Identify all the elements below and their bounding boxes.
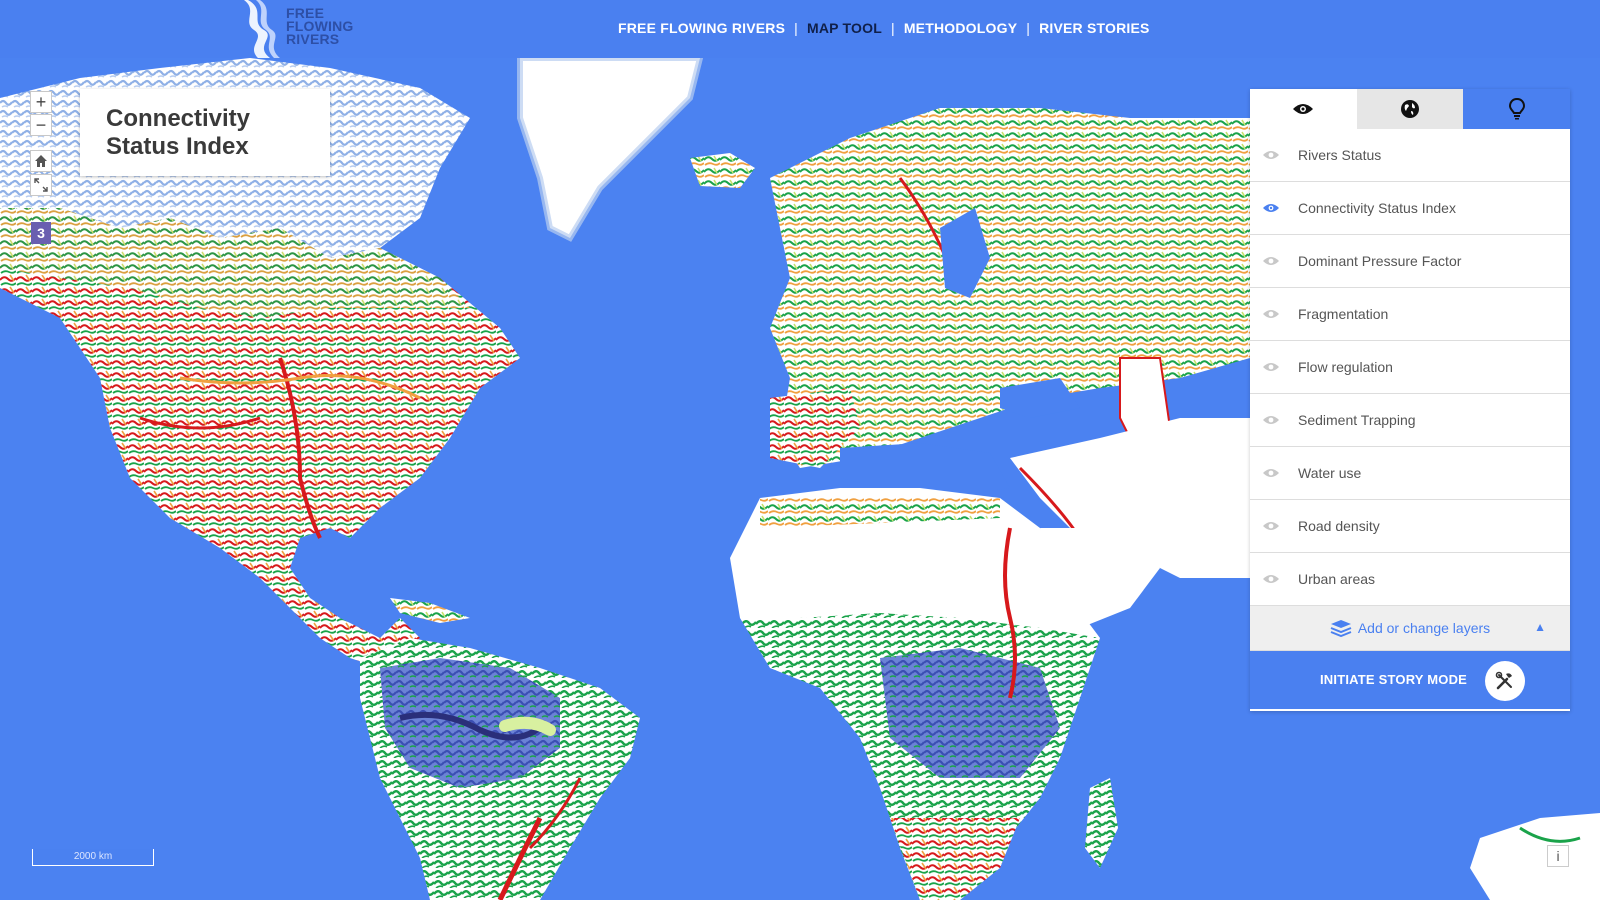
logo-text: FREE FLOWING RIVERS — [286, 5, 354, 47]
zoom-in-button[interactable]: + — [30, 91, 52, 113]
nav-separator: | — [794, 20, 798, 36]
scale-bar: 2000 km — [32, 849, 154, 866]
free-flowing-rivers-logo[interactable]: FREE FLOWING RIVERS — [244, 0, 374, 58]
baltic-sea — [940, 208, 990, 298]
caribbean-islands — [390, 598, 470, 623]
australia-rivers — [1519, 826, 1581, 843]
layer-label: Sediment Trapping — [1298, 412, 1416, 428]
layer-panel: Rivers Status Connectivity Status Index … — [1250, 89, 1571, 711]
eye-icon[interactable] — [1262, 308, 1282, 320]
layer-title: Connectivity Status Index — [106, 105, 251, 160]
logo-line-flowing: FLOWING — [286, 18, 354, 34]
layer-title-card: Connectivity Status Index — [80, 89, 330, 176]
mediterranean — [840, 443, 1010, 498]
info-button[interactable]: i — [1547, 845, 1569, 867]
nile-river — [1003, 527, 1017, 699]
nav-map-tool[interactable]: MAP TOOL — [806, 20, 882, 36]
amazon-highlight — [499, 716, 556, 736]
layer-label: Connectivity Status Index — [1298, 200, 1456, 216]
eye-icon[interactable] — [1262, 467, 1282, 479]
eye-icon[interactable] — [1262, 202, 1282, 214]
mississippi-river — [278, 357, 322, 539]
iberia — [770, 388, 860, 468]
home-icon — [35, 155, 47, 167]
zoom-out-button[interactable]: − — [30, 114, 52, 136]
parana-river — [497, 816, 543, 900]
main-nav: FREE FLOWING RIVERS | MAP TOOL | METHODO… — [618, 20, 1150, 36]
na-river-red — [139, 416, 261, 430]
top-navigation-bar: FREE FLOWING RIVERS FREE FLOWING RIVERS … — [0, 0, 1600, 58]
middle-east — [1010, 418, 1250, 578]
story-mode-label: INITIATE STORY MODE — [1320, 672, 1468, 687]
iceland — [690, 153, 755, 188]
expand-icon — [34, 178, 48, 192]
layer-item-sediment-trapping[interactable]: Sediment Trapping — [1250, 394, 1570, 447]
layer-label: Water use — [1298, 465, 1362, 481]
logo-line-free: FREE — [286, 5, 325, 21]
zoom-level-badge: 3 — [31, 222, 51, 244]
nav-free-flowing-rivers[interactable]: FREE FLOWING RIVERS — [618, 20, 786, 36]
tab-globe[interactable] — [1356, 89, 1464, 129]
layer-item-rivers-status[interactable]: Rivers Status — [1250, 129, 1570, 182]
layer-item-road-density[interactable]: Road density — [1250, 500, 1570, 553]
caret-up-icon[interactable]: ▲ — [1534, 620, 1546, 634]
north-america — [0, 208, 520, 668]
tab-layers[interactable] — [1250, 89, 1357, 129]
layer-item-fragmentation[interactable]: Fragmentation — [1250, 288, 1570, 341]
layers-icon — [1330, 620, 1352, 637]
fullscreen-button[interactable] — [30, 174, 52, 196]
layer-list: Rivers Status Connectivity Status Index … — [1250, 129, 1570, 606]
sa-red-river — [528, 777, 582, 850]
layer-label: Urban areas — [1298, 571, 1376, 587]
greenland — [520, 58, 700, 238]
initiate-story-mode-button[interactable]: INITIATE STORY MODE — [1250, 651, 1570, 709]
layer-item-flow-regulation[interactable]: Flow regulation — [1250, 341, 1570, 394]
lightbulb-icon — [1508, 98, 1525, 120]
canada-north-band — [0, 208, 470, 318]
eye-icon[interactable] — [1262, 520, 1282, 532]
eye-icon[interactable] — [1262, 361, 1282, 373]
layer-item-dominant-pressure-factor[interactable]: Dominant Pressure Factor — [1250, 235, 1570, 288]
black-sea — [1000, 378, 1080, 418]
layer-label: Dominant Pressure Factor — [1298, 253, 1462, 269]
home-button[interactable] — [30, 150, 52, 172]
add-change-layers-button[interactable]: Add or change layers ▲ — [1250, 606, 1570, 651]
globe-icon — [1401, 100, 1419, 118]
eye-icon — [1293, 104, 1314, 114]
add-layers-label: Add or change layers — [1357, 620, 1491, 636]
nav-river-stories[interactable]: RIVER STORIES — [1039, 20, 1150, 36]
layer-item-connectivity-status-index[interactable]: Connectivity Status Index — [1250, 182, 1570, 235]
layer-item-water-use[interactable]: Water use — [1250, 447, 1570, 500]
map-canvas[interactable] — [0, 58, 1600, 900]
layer-item-urban-areas[interactable]: Urban areas — [1250, 553, 1570, 606]
eye-icon[interactable] — [1262, 573, 1282, 585]
greenland-coast — [517, 58, 704, 242]
nav-separator: | — [1026, 20, 1031, 36]
eye-icon[interactable] — [1262, 149, 1282, 161]
layer-label: Rivers Status — [1298, 147, 1382, 163]
madagascar — [1085, 778, 1118, 868]
tools-button[interactable] — [1485, 661, 1525, 701]
tools-icon — [1495, 671, 1512, 690]
nav-methodology[interactable]: METHODOLOGY — [903, 20, 1018, 36]
panel-tabs — [1250, 89, 1571, 129]
river-wave-icon — [244, 0, 280, 58]
australia — [1470, 813, 1600, 900]
na-river-orange — [179, 374, 421, 400]
africa-south — [890, 818, 1020, 900]
layer-label: Flow regulation — [1298, 359, 1393, 375]
layer-label: Road density — [1298, 518, 1380, 534]
eye-icon[interactable] — [1262, 414, 1282, 426]
africa-north-coast — [760, 498, 1000, 528]
layer-label: Fragmentation — [1298, 306, 1389, 322]
eye-icon[interactable] — [1262, 255, 1282, 267]
tab-insights[interactable] — [1463, 89, 1571, 129]
nav-separator: | — [890, 20, 895, 36]
logo-line-rivers: RIVERS — [286, 31, 340, 47]
world-river-map[interactable] — [0, 58, 1600, 900]
amazon-river — [399, 711, 548, 741]
